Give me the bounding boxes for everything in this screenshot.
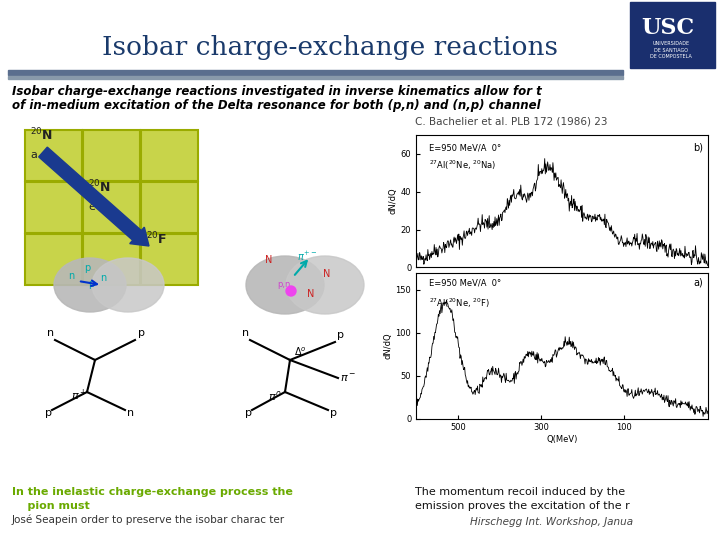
Text: e: e [88, 202, 95, 212]
Text: E=950 MeV/A  0°: E=950 MeV/A 0° [428, 143, 501, 152]
Text: In the inelastic charge-exchange process the: In the inelastic charge-exchange process… [12, 487, 293, 497]
Circle shape [286, 286, 296, 296]
Text: Hirschegg Int. Workshop, Janua: Hirschegg Int. Workshop, Janua [470, 517, 633, 527]
Text: n: n [242, 328, 249, 338]
Bar [8, 76, 623, 79]
Ellipse shape [92, 258, 164, 312]
Text: The momentum recoil induced by the: The momentum recoil induced by the [415, 487, 625, 497]
Text: N: N [265, 255, 272, 265]
Ellipse shape [246, 256, 324, 314]
Text: emission proves the excitation of the r: emission proves the excitation of the r [415, 501, 630, 511]
Text: p: p [84, 263, 90, 273]
Y-axis label: dN/dQ: dN/dQ [384, 332, 393, 359]
Bar [83, 130, 140, 181]
Y-axis label: dN/dQ: dN/dQ [389, 188, 398, 214]
Bar [141, 130, 198, 181]
Text: p: p [337, 330, 344, 340]
Text: $\pi^o$: $\pi^o$ [268, 389, 282, 403]
Text: a): a) [694, 278, 703, 288]
Text: p: p [45, 408, 52, 418]
Bar [25, 130, 82, 181]
Text: p: p [330, 408, 337, 418]
Text: USC: USC [642, 17, 695, 39]
Text: José Seapein order to preserve the isobar charac ter: José Seapein order to preserve the isoba… [12, 515, 285, 525]
Text: Isobar charge-exchange reactions: Isobar charge-exchange reactions [102, 36, 558, 60]
FancyArrow shape [39, 147, 149, 246]
Text: $\pi^-$: $\pi^-$ [340, 373, 356, 384]
Bar [8, 70, 623, 75]
Text: b): b) [693, 142, 703, 152]
Text: n: n [68, 271, 74, 281]
Text: E=950 MeV/A  0°: E=950 MeV/A 0° [428, 279, 501, 288]
Bar [25, 182, 82, 233]
Bar [141, 234, 198, 285]
Text: N: N [307, 289, 315, 299]
Bar [83, 182, 140, 233]
Text: p: p [88, 279, 94, 289]
Text: a: a [30, 150, 37, 160]
Text: $\pi^{+-}$: $\pi^{+-}$ [297, 250, 318, 263]
X-axis label: Q(MeV): Q(MeV) [546, 435, 577, 444]
Text: $^{20}$N: $^{20}$N [30, 126, 53, 143]
Text: UNIVERSIDADE
DE SANTIAGO
DE COMPOSTELA: UNIVERSIDADE DE SANTIAGO DE COMPOSTELA [650, 41, 692, 59]
Text: pion must: pion must [12, 501, 90, 511]
Text: $\pi^+$: $\pi^+$ [71, 388, 87, 403]
Text: C. Bachelier et al. PLB 172 (1986) 23: C. Bachelier et al. PLB 172 (1986) 23 [415, 117, 608, 127]
Bar [141, 182, 198, 233]
Text: $^{20}$N: $^{20}$N [88, 178, 111, 195]
Text: n: n [127, 408, 134, 418]
Text: $^{27}$Al($^{20}$Ne, $^{20}$Na): $^{27}$Al($^{20}$Ne, $^{20}$Na) [428, 159, 496, 172]
Text: n: n [47, 328, 54, 338]
Text: p: p [138, 328, 145, 338]
Bar [83, 234, 140, 285]
Text: Isobar charge-exchange reactions investigated in inverse kinematics allow for t: Isobar charge-exchange reactions investi… [12, 85, 541, 98]
Text: of in-medium excitation of the Delta resonance for both (p,n) and (n,p) channel: of in-medium excitation of the Delta res… [12, 99, 541, 112]
Bar [630, 2, 715, 68]
Bar [25, 234, 82, 285]
Text: n: n [100, 273, 107, 283]
Text: N: N [323, 269, 330, 279]
Text: p: p [245, 408, 252, 418]
Text: $^{27}$Al($^{20}$Ne, $^{20}$F): $^{27}$Al($^{20}$Ne, $^{20}$F) [428, 296, 490, 310]
Ellipse shape [286, 256, 364, 314]
Text: $^{20}$F: $^{20}$F [146, 231, 167, 247]
Ellipse shape [54, 258, 126, 312]
Text: p,n: p,n [277, 280, 290, 289]
Text: $\Delta^o$: $\Delta^o$ [294, 346, 307, 358]
